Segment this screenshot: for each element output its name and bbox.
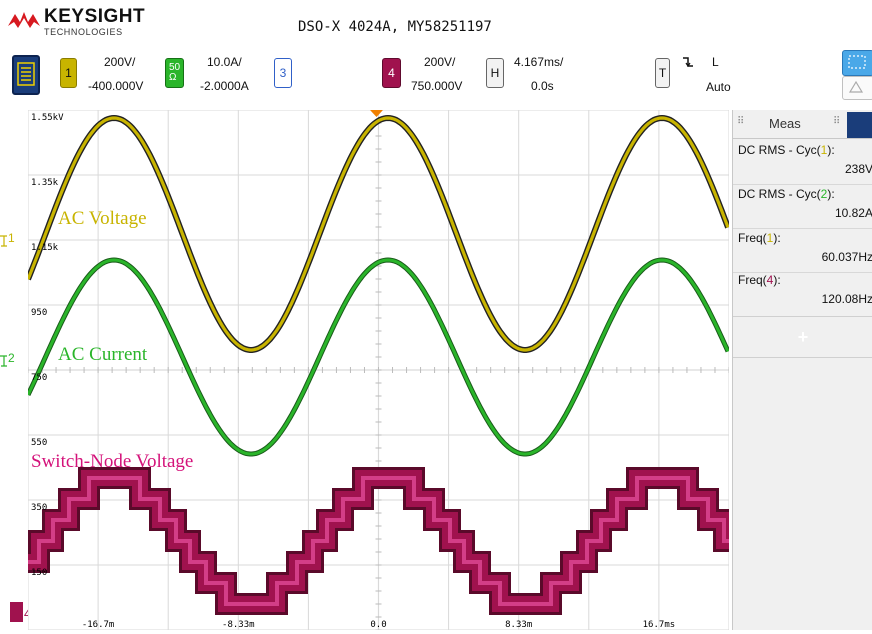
trigger-mode: Auto xyxy=(706,80,731,94)
measurement-value: 120.08Hz xyxy=(821,292,872,306)
measurement-label: Freq(4): xyxy=(738,273,781,287)
x-tick-label: -16.7m xyxy=(82,620,115,630)
measurement-value: 238V xyxy=(844,162,872,176)
svg-text:2: 2 xyxy=(8,351,15,365)
x-axis-labels: -16.7m -8.33m 0.0 8.33m 16.7ms xyxy=(82,620,675,630)
svg-text:4: 4 xyxy=(24,607,28,621)
measurement-channel: 1 xyxy=(820,143,828,157)
delta-button[interactable] xyxy=(842,76,872,100)
channel-1-button[interactable]: 1 xyxy=(60,58,77,88)
channel-4-button[interactable]: 4 xyxy=(382,58,401,88)
drag-handle-icon[interactable]: ⠿ xyxy=(737,116,745,127)
x-tick-label: 0.0 xyxy=(370,620,386,630)
waveform-display[interactable]: 1.55kV 1.35k 1.15k 950 750 550 350 150 -16.7m -8… xyxy=(28,110,729,630)
measurement-item[interactable]: DC RMS - Cyc(1): 238V xyxy=(733,140,872,185)
y-axis-labels: 1.55kV 1.35k 1.15k 950 750 550 350 150 xyxy=(31,113,64,578)
channel-2-scale: 10.0A/ xyxy=(207,55,242,69)
channel-2-ground-marker[interactable]: 2 xyxy=(0,351,15,367)
measurement-channel: 4 xyxy=(766,273,774,287)
horizontal-delay: 0.0s xyxy=(531,79,554,93)
measurement-channel: 2 xyxy=(820,187,828,201)
measurement-label: DC RMS - Cyc(1): xyxy=(738,143,835,157)
trigger-position-marker[interactable] xyxy=(370,110,383,117)
meas-panel-title: Meas xyxy=(769,116,801,131)
add-icon: + xyxy=(797,326,809,347)
channel-2-offset: -2.0000A xyxy=(200,79,249,93)
y-tick-label: 1.15k xyxy=(31,243,59,253)
channel-4-ground-marker[interactable]: 4 xyxy=(10,602,31,622)
x-tick-label: 8.33m xyxy=(505,620,532,630)
y-tick-label: 150 xyxy=(31,568,47,578)
waveform-label: AC Voltage xyxy=(58,208,147,229)
x-tick-label: -8.33m xyxy=(222,620,255,630)
channel-1-offset: -400.000V xyxy=(88,79,144,93)
measurement-item[interactable]: Freq(1): 60.037Hz xyxy=(733,228,872,273)
brand-name: KEYSIGHT xyxy=(44,6,146,27)
measurement-value: 60.037Hz xyxy=(821,250,872,264)
horizontal-button[interactable]: H xyxy=(486,58,504,88)
y-tick-label: 950 xyxy=(31,308,47,318)
zoom-select-button[interactable] xyxy=(842,50,872,76)
y-tick-label: 750 xyxy=(31,373,47,383)
measurement-channel: 1 xyxy=(766,231,774,245)
channel-4-scale: 200V/ xyxy=(424,55,456,69)
x-tick-label: 16.7ms xyxy=(643,620,676,630)
waveforms xyxy=(28,114,729,615)
trigger-button[interactable]: T xyxy=(655,58,670,88)
main-menu-button[interactable] xyxy=(12,55,40,95)
measurement-item[interactable]: Freq(4): 120.08Hz xyxy=(733,270,872,314)
instrument-model: DSO-X 4024A, MY58251197 xyxy=(298,19,492,35)
graticule xyxy=(28,110,729,630)
meas-tab-icon[interactable] xyxy=(847,112,872,138)
ac-current-trace xyxy=(28,258,729,456)
measurement-label: Freq(1): xyxy=(738,231,781,245)
waveform-label: AC Current xyxy=(58,344,148,365)
channel-1-ground-marker[interactable]: 1 xyxy=(0,231,15,247)
measurement-panel: ⠿ Meas ⠿ DC RMS - Cyc(1): 238V DC RMS - Cy… xyxy=(732,110,872,630)
switch-node-trace-core xyxy=(28,476,729,606)
y-tick-label: 1.35k xyxy=(31,178,59,188)
y-tick-label: 350 xyxy=(31,503,47,513)
channel-3-button[interactable]: 3 xyxy=(274,58,292,88)
keysight-logo-icon xyxy=(8,12,40,28)
menu-icon xyxy=(17,62,35,86)
channel-1-scale: 200V/ xyxy=(104,55,136,69)
measurement-item[interactable]: DC RMS - Cyc(2): 10.82A xyxy=(733,184,872,229)
channel-marker-strip: 1 2 4 xyxy=(0,110,31,630)
waveform-label: Switch-Node Voltage xyxy=(31,451,193,472)
channel-4-offset: 750.000V xyxy=(411,79,463,93)
brand-subtitle: TECHNOLOGIES xyxy=(44,27,123,37)
add-measurement-button[interactable]: + xyxy=(733,316,872,358)
delta-icon xyxy=(848,80,864,93)
measurement-value: 10.82A xyxy=(834,206,872,220)
y-tick-label: 550 xyxy=(31,438,47,448)
trigger-source: L xyxy=(712,55,719,69)
falling-edge-icon xyxy=(683,57,693,68)
waveform-annotations: AC Voltage AC Current Switch-Node Voltage xyxy=(31,208,193,472)
channel-2-button[interactable]: 50 Ω xyxy=(165,58,184,88)
ac-voltage-trace xyxy=(28,116,729,352)
y-tick-label: 1.55kV xyxy=(31,113,64,123)
measurement-label: DC RMS - Cyc(2): xyxy=(738,187,835,201)
horizontal-scale: 4.167ms/ xyxy=(514,55,564,69)
svg-text:1: 1 xyxy=(8,231,15,245)
drag-handle-icon[interactable]: ⠿ xyxy=(833,116,841,127)
zoom-box-icon xyxy=(848,55,866,69)
